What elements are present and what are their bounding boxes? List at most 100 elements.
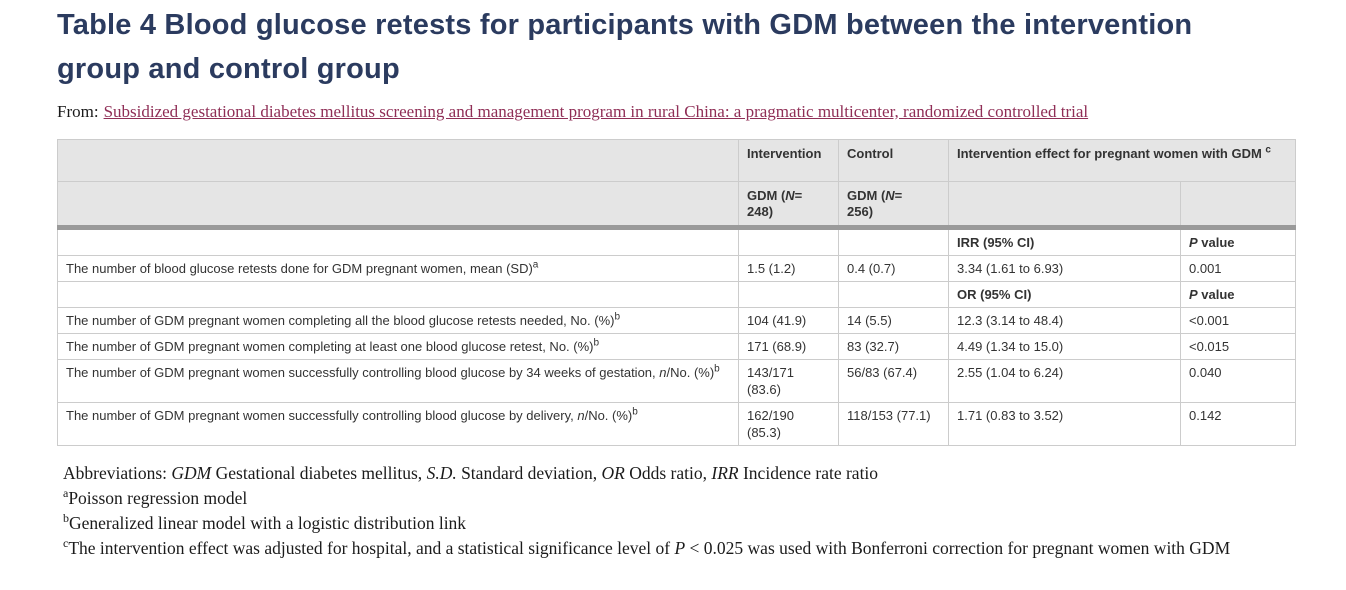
text-run: GDM (: [847, 188, 886, 203]
table-row: The number of GDM pregnant women complet…: [57, 307, 1296, 334]
text-run: /No. (%): [666, 365, 715, 380]
text-run: Odds ratio,: [624, 463, 712, 483]
value-cell: 4.49 (1.34 to 15.0): [948, 333, 1181, 360]
value-cell: 0.040: [1180, 359, 1296, 403]
header-row: Intervention Control Intervention effect f…: [57, 139, 1296, 182]
superscript-marker: c: [63, 536, 69, 551]
header-cell: Control: [838, 139, 949, 182]
text-run: 0.001: [1189, 261, 1222, 276]
from-label: From:: [57, 102, 99, 121]
row-label-cell: The number of blood glucose retests done…: [57, 255, 739, 282]
value-cell: 0.001: [1180, 255, 1296, 282]
superscript-marker: c: [1265, 144, 1271, 156]
value-cell: 2.55 (1.04 to 6.24): [948, 359, 1181, 403]
text-run: <0.001: [1189, 313, 1230, 328]
text-run: 0.040: [1189, 365, 1222, 380]
text-run: Control: [847, 146, 894, 161]
source-link[interactable]: Subsidized gestational diabetes mellitus…: [103, 102, 1089, 121]
footnote: aPoisson regression model: [63, 486, 1295, 511]
value-cell: 171 (68.9): [738, 333, 839, 360]
text-run: value: [1197, 287, 1235, 302]
row-label-cell: [57, 281, 739, 308]
text-run: The number of GDM pregnant women complet…: [66, 313, 615, 328]
value-cell: 143/171 (83.6): [738, 359, 839, 403]
value-cell: 1.71 (0.83 to 3.52): [948, 402, 1181, 446]
header-cell: Intervention effect for pregnant women w…: [948, 139, 1296, 182]
text-run: 256): [847, 204, 874, 219]
text-run: The number of GDM pregnant women complet…: [66, 339, 594, 354]
text-run: IRR: [711, 463, 739, 483]
text-run: =: [794, 188, 803, 203]
value-cell: OR (95% CI): [948, 281, 1181, 308]
value-cell: IRR (95% CI): [948, 227, 1181, 256]
text-run: 83 (32.7): [847, 339, 900, 354]
text-run: OR: [601, 463, 625, 483]
row-label-cell: [57, 227, 739, 256]
table-row: The number of GDM pregnant women success…: [57, 402, 1296, 446]
row-label-cell: The number of GDM pregnant women success…: [57, 402, 739, 446]
text-run: S.D.: [426, 463, 457, 483]
header-cell: [57, 181, 739, 230]
text-run: Intervention: [747, 146, 822, 161]
text-run: 3.34 (1.61 to 6.93): [957, 261, 1064, 276]
text-run: OR (95% CI): [957, 287, 1032, 302]
superscript-marker: b: [632, 406, 638, 418]
value-cell: <0.015: [1180, 333, 1296, 360]
value-cell: [838, 227, 949, 256]
value-cell: 3.34 (1.61 to 6.93): [948, 255, 1181, 282]
footnote: cThe intervention effect was adjusted fo…: [63, 536, 1295, 561]
sub-header-row: OR (95% CI) P value: [57, 281, 1296, 308]
superscript-marker: b: [63, 511, 69, 526]
text-run: The number of blood glucose retests done…: [66, 261, 533, 276]
text-run: /No. (%): [584, 408, 633, 423]
value-cell: 162/190 (85.3): [738, 402, 839, 446]
text-run: n: [659, 365, 667, 380]
text-run: GDM: [171, 463, 212, 483]
text-run: 1.71 (0.83 to 3.52): [957, 408, 1064, 423]
header-cell: [948, 181, 1181, 230]
text-run: Intervention effect for pregnant women w…: [957, 146, 1266, 161]
table-row: The number of GDM pregnant women complet…: [57, 333, 1296, 360]
text-run: The number of GDM pregnant women success…: [66, 365, 660, 380]
text-run: 118/153 (77.1): [847, 408, 931, 423]
footnote: bGeneralized linear model with a logisti…: [63, 511, 1295, 536]
superscript-marker: b: [593, 337, 600, 349]
value-cell: 12.3 (3.14 to 48.4): [948, 307, 1181, 334]
text-run: < 0.025 was used with Bonferroni correct…: [685, 538, 1231, 558]
value-cell: P value: [1180, 281, 1296, 308]
text-run: Generalized linear model with a logistic…: [69, 513, 467, 533]
header-cell: [1180, 181, 1296, 230]
text-run: IRR (95% CI): [957, 235, 1035, 250]
text-run: Gestational diabetes mellitus,: [211, 463, 427, 483]
text-run: 14 (5.5): [847, 313, 892, 328]
text-run: 104 (41.9): [747, 313, 807, 328]
superscript-marker: a: [63, 486, 69, 501]
value-cell: [738, 227, 839, 256]
table-body: IRR (95% CI) P value The number of blood g…: [57, 227, 1296, 446]
table-row: The number of GDM pregnant women success…: [57, 359, 1296, 403]
superscript-marker: b: [714, 363, 720, 375]
value-cell: P value: [1180, 227, 1296, 256]
text-run: 4.49 (1.34 to 15.0): [957, 339, 1064, 354]
label-fragment: n/No. (%)b: [577, 406, 638, 423]
text-run: 12.3 (3.14 to 48.4): [957, 313, 1064, 328]
text-run: 171 (68.9): [747, 339, 807, 354]
sub-header-row: IRR (95% CI) P value: [57, 227, 1296, 256]
value-cell: 0.142: [1180, 402, 1296, 446]
text-run: value: [1197, 235, 1235, 250]
value-cell: 118/153 (77.1): [838, 402, 949, 446]
row-label-cell: The number of GDM pregnant women complet…: [57, 307, 739, 334]
text-run: 162/190 (85.3): [747, 408, 794, 440]
value-cell: [738, 281, 839, 308]
value-cell: <0.001: [1180, 307, 1296, 334]
text-run: 0.142: [1189, 408, 1222, 423]
header-cell: [57, 139, 739, 182]
results-table: Intervention Control Intervention effect f…: [57, 139, 1296, 446]
table-header: Intervention Control Intervention effect f…: [57, 139, 1296, 230]
text-run: P: [1189, 287, 1198, 302]
text-run: 2.55 (1.04 to 6.24): [957, 365, 1064, 380]
text-run: Poisson regression model: [68, 488, 248, 508]
text-run: N: [885, 188, 895, 203]
text-run: The number of GDM pregnant women success…: [66, 408, 578, 423]
value-cell: 0.4 (0.7): [838, 255, 949, 282]
